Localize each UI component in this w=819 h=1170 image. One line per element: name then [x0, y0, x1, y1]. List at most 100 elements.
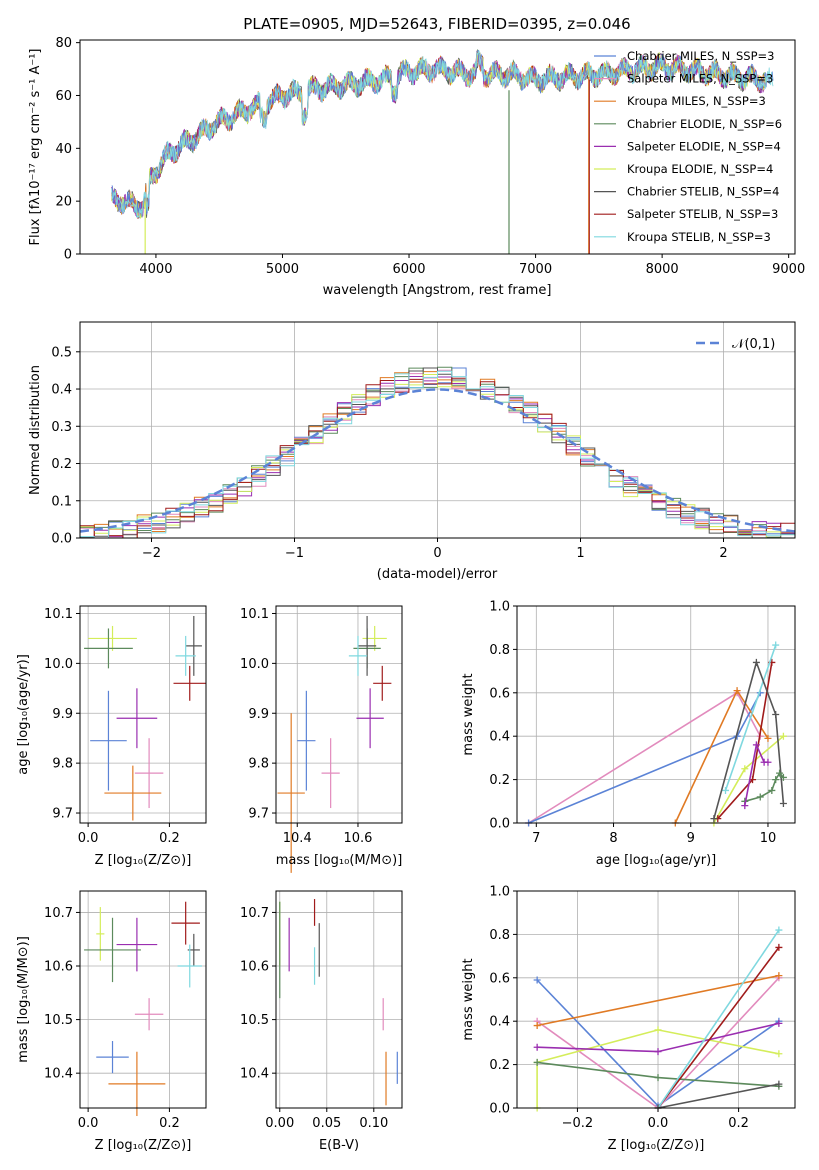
ytick-label: 9.7	[52, 807, 73, 822]
xtick-label: 0.05	[312, 1116, 341, 1131]
weight-marker	[776, 769, 784, 777]
weight-marker	[775, 1050, 783, 1058]
errorbar-point	[116, 688, 158, 749]
errorbar-point	[177, 944, 202, 988]
weight-line	[744, 771, 784, 803]
ytick-label: 10.4	[240, 1067, 269, 1082]
ytick-label: 0.8	[489, 928, 510, 943]
ytick-label: 9.7	[248, 807, 269, 822]
errorbar-point	[96, 1041, 129, 1074]
residuals-xtick-label: 0	[433, 546, 441, 561]
ytick-label: 10.7	[44, 906, 73, 921]
y-axis-label: mass weight	[461, 673, 476, 755]
errorbar-point	[134, 998, 164, 1031]
weight-marker	[768, 786, 776, 794]
errorbar-point	[84, 628, 133, 669]
ytick-label: 9.9	[52, 707, 73, 722]
weight-marker	[733, 687, 741, 695]
residuals-ytick-label: 0.4	[51, 383, 72, 398]
spectrum-legend: Chabrier MILES, N_SSP=3 Salpeter MILES, N…	[594, 49, 782, 244]
spectrum-xtick-label: 8000	[646, 262, 679, 277]
legend-label: Chabrier STELIB, N_SSP=4	[627, 185, 779, 199]
legend-label: Chabrier MILES, N_SSP=3	[627, 49, 774, 63]
mass_vs_Z-panel: 0.0 0.2 10.4 10.5 10.6 10.7 Z [log₁₀(Z/Z⊙)] mas…	[16, 890, 207, 1153]
residuals-ytick-label: 0.1	[51, 494, 72, 509]
residuals-histograms	[80, 366, 795, 539]
y-axis-label: mass [log₁₀(M/M⊙)]	[16, 936, 31, 1063]
weight_vs_age-panel: 7 8 9 10 0.0 0.2 0.4 0.6 0.8 1.0 age [log₁₀(age/yr…	[461, 600, 796, 868]
axes-frame	[516, 890, 796, 1109]
weight-marker	[654, 1026, 662, 1034]
spectrum-xtick-label: 5000	[266, 262, 299, 277]
ytick-label: 10.6	[240, 960, 269, 975]
spectrum-ytick-label: 80	[55, 36, 72, 51]
weight-marker	[772, 711, 780, 718]
ytick-label: 0.6	[489, 686, 510, 701]
weight-marker	[775, 1080, 783, 1088]
xtick-label: 0.0	[78, 831, 99, 846]
ytick-label: 0.4	[489, 1015, 510, 1030]
ytick-label: 10.4	[44, 1067, 73, 1082]
spectrum-axis-ticks: 4000 5000 6000 7000 8000 9000 0 20 40 60 80	[55, 36, 805, 277]
legend-label: Salpeter STELIB, N_SSP=3	[627, 207, 778, 221]
ytick-label: 0.0	[489, 1102, 510, 1117]
axes-frame	[275, 605, 403, 824]
ytick-label: 10.1	[240, 607, 269, 622]
residuals-xtick-label: 2	[719, 546, 727, 561]
parameter-panels: 0.0 0.2 9.7 9.8 9.9 10.0 10.1 Z [log₁₀(Z/Z⊙)] ag…	[16, 600, 796, 1153]
weight-marker	[779, 799, 787, 807]
weight-marker	[533, 1058, 541, 1066]
residuals-grid	[80, 322, 795, 539]
residuals-ylabel: Normed distribution	[28, 365, 43, 495]
errorbar-point	[108, 1051, 166, 1117]
errorbar-point	[356, 688, 384, 749]
weight-marker	[533, 1022, 541, 1030]
weight-marker	[756, 793, 764, 801]
spectrum-xtick-label: 7000	[519, 262, 552, 277]
xtick-label: 0.2	[728, 1116, 749, 1131]
ytick-label: 10.5	[44, 1013, 73, 1028]
weight_vs_Z-panel: −0.2 0.0 0.2 0.0 0.2 0.4 0.6 0.8 1.0 Z [log₁₀(Z/Z…	[461, 885, 796, 1153]
ytick-label: 0.4	[489, 730, 510, 745]
x-axis-label: mass [log₁₀(M/M⊙)]	[276, 853, 403, 868]
residuals-ytick-label: 0.2	[51, 457, 72, 472]
weight-marker	[752, 741, 760, 749]
xtick-label: 0.10	[359, 1116, 388, 1131]
xtick-label: 7	[532, 831, 540, 846]
errorbar-point	[373, 665, 392, 701]
axes-frame	[275, 890, 403, 1109]
xtick-label: 0.2	[159, 831, 180, 846]
weight-line	[536, 974, 780, 1027]
xtick-label: 10	[760, 831, 777, 846]
ytick-label: 1.0	[489, 885, 510, 900]
spectrum-title: PLATE=0905, MJD=52643, FIBERID=0395, z=0…	[243, 15, 630, 33]
spectrum-xtick-label: 4000	[139, 262, 172, 277]
weight-marker	[775, 943, 783, 951]
axes-frame	[79, 890, 207, 1109]
weight-line	[724, 644, 777, 791]
spectrum-ytick-label: 0	[64, 248, 72, 263]
errorbar-point	[96, 907, 105, 961]
errorbar-point	[84, 917, 141, 983]
mass_vs_EBV-panel: 0.00 0.05 0.10 10.4 10.5 10.6 10.7 E(B-V)	[240, 890, 403, 1153]
errorbar-point	[185, 615, 202, 676]
legend-label: Kroupa STELIB, N_SSP=3	[627, 230, 771, 244]
errorbar-point	[104, 765, 162, 821]
weight-marker	[741, 765, 749, 773]
weight-marker	[779, 732, 787, 740]
weight-marker	[775, 926, 783, 934]
xtick-label: 0.0	[78, 1116, 99, 1131]
errorbar-point	[297, 690, 316, 791]
xtick-label: 0.00	[265, 1116, 294, 1131]
weight-marker	[654, 1074, 662, 1082]
weight-marker	[533, 1043, 541, 1051]
weight-marker	[654, 1048, 662, 1056]
y-axis-label: mass weight	[461, 958, 476, 1040]
residuals-ytick-label: 0.5	[51, 345, 72, 360]
xtick-label: 0.2	[159, 1116, 180, 1131]
xtick-label: 8	[609, 831, 617, 846]
ytick-label: 9.8	[248, 757, 269, 772]
ytick-label: 10.5	[240, 1013, 269, 1028]
axes-frame	[79, 605, 207, 824]
weight-marker	[775, 972, 783, 980]
